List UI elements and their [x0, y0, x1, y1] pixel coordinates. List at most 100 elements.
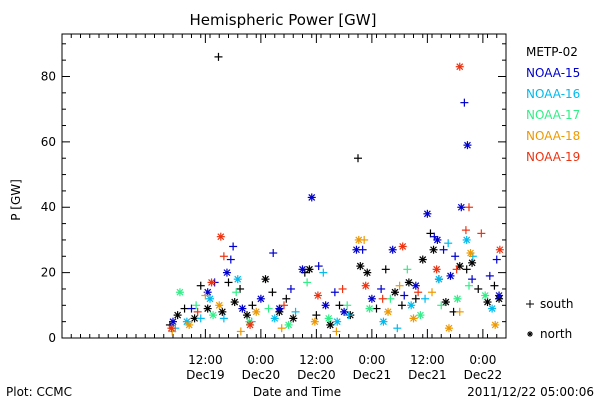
south-marker	[332, 327, 341, 336]
north-marker	[222, 268, 231, 277]
legend-entry: METP-02	[526, 45, 578, 59]
x-axis-ticks: 12:00Dec190:00Dec2012:00Dec200:00Dec2112…	[70, 34, 502, 382]
south-marker	[344, 311, 353, 320]
north-marker	[384, 307, 393, 316]
south-marker	[232, 288, 241, 297]
south-marker	[248, 301, 257, 310]
y-axis-label: P [GW]	[9, 179, 23, 221]
south-marker	[395, 281, 404, 290]
south-marker	[452, 265, 461, 274]
y-tick-label: 40	[41, 200, 56, 214]
x-tick-label-date: Dec21	[408, 368, 447, 382]
south-marker	[226, 255, 235, 264]
north-marker	[462, 235, 471, 244]
south-marker	[386, 294, 395, 303]
north-marker	[307, 193, 316, 202]
north-marker	[246, 320, 255, 329]
south-marker	[268, 288, 277, 297]
south-marker	[426, 229, 435, 238]
x-tick-label-time: 0:00	[358, 353, 385, 367]
y-tick-label: 20	[41, 266, 56, 280]
north-marker	[169, 317, 177, 326]
south-marker	[360, 235, 369, 244]
north-marker	[238, 304, 247, 313]
south-marker	[330, 288, 339, 297]
x-tick-label-date: Dec21	[353, 368, 392, 382]
south-marker	[428, 288, 436, 297]
north-marker	[468, 258, 477, 267]
south-marker	[474, 284, 483, 293]
north-marker	[209, 311, 218, 320]
south-marker	[465, 203, 473, 212]
north-marker	[284, 320, 293, 329]
south-marker	[280, 301, 288, 310]
north-marker	[324, 314, 333, 323]
north-marker	[321, 301, 330, 310]
marker-legend-label: south	[540, 297, 574, 311]
south-marker	[196, 281, 205, 290]
north-marker	[365, 304, 374, 313]
south-marker	[291, 307, 300, 316]
north-marker	[466, 249, 475, 258]
south-marker	[343, 301, 352, 310]
north-marker	[333, 317, 342, 326]
south-marker	[462, 265, 471, 274]
south-marker	[229, 242, 238, 251]
south-marker	[377, 284, 386, 293]
y-axis-ticks: 0 20 40 60 80	[41, 43, 506, 345]
x-tick-label-time: 0:00	[247, 353, 274, 367]
north-marker	[256, 294, 265, 303]
north-marker	[173, 311, 182, 320]
south-marker	[314, 262, 323, 271]
south-marker	[236, 327, 245, 336]
north-marker	[495, 291, 504, 300]
north-marker	[432, 265, 441, 274]
north-marker	[453, 294, 462, 303]
legend-entry: NOAA-19	[526, 150, 580, 164]
south-marker	[358, 245, 367, 254]
south-marker	[444, 239, 453, 248]
south-marker	[414, 288, 423, 297]
north-marker	[418, 255, 427, 264]
plot-axes	[61, 33, 507, 339]
north-marker	[457, 203, 466, 212]
footer-timestamp: 2011/12/22 05:00:06	[467, 385, 594, 399]
south-marker	[455, 307, 464, 316]
south-marker	[335, 301, 344, 310]
north-marker	[218, 307, 227, 316]
legend-entry: NOAA-18	[526, 129, 580, 143]
north-legend-icon	[527, 331, 533, 337]
north-marker	[252, 307, 261, 316]
north-marker	[326, 320, 335, 329]
north-marker	[433, 235, 442, 244]
legend-entry: NOAA-15	[526, 66, 580, 80]
north-marker	[215, 301, 224, 310]
x-tick-label-date: Dec20	[297, 368, 336, 382]
x-tick-label-date: Dec19	[186, 368, 225, 382]
legend-entry: NOAA-17	[526, 108, 580, 122]
south-marker	[468, 275, 477, 284]
north-marker	[206, 294, 214, 303]
y-tick-label: 80	[41, 69, 56, 83]
south-marker	[269, 249, 278, 258]
north-marker	[407, 301, 416, 310]
south-marker	[264, 304, 273, 313]
south-marker	[219, 314, 228, 323]
north-marker	[379, 317, 388, 326]
north-marker	[363, 268, 372, 277]
north-marker	[261, 275, 270, 284]
north-marker	[310, 317, 319, 326]
north-marker	[404, 278, 413, 287]
data-points	[165, 52, 504, 336]
south-marker	[477, 229, 486, 238]
north-marker	[391, 288, 399, 297]
north-marker	[313, 291, 322, 300]
south-marker	[421, 294, 430, 303]
south-marker	[451, 252, 460, 261]
south-marker	[492, 255, 501, 264]
legend-entry: NOAA-16	[526, 87, 580, 101]
south-marker	[180, 304, 189, 313]
north-marker	[167, 324, 176, 333]
south-marker	[460, 98, 469, 107]
north-marker	[488, 304, 497, 313]
